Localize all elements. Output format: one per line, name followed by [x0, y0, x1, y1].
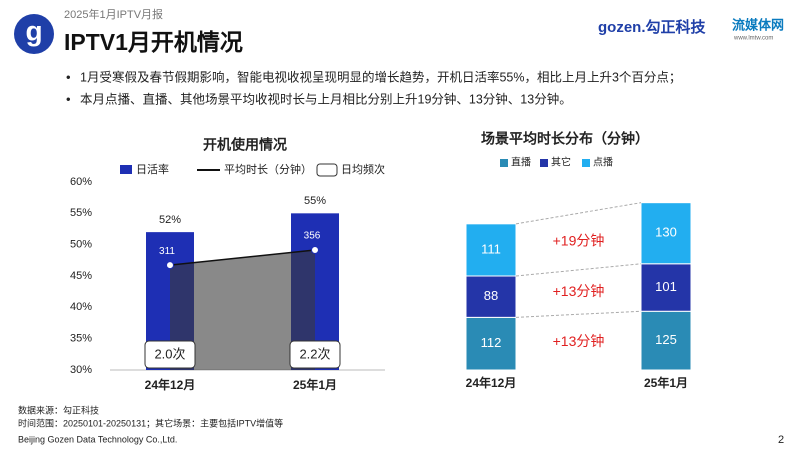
- frequency-box: [289, 340, 341, 369]
- y-tick-label: 45%: [70, 270, 92, 282]
- data-label: 2.0次: [154, 346, 185, 361]
- legend-label: 平均时长（分钟）: [224, 162, 312, 176]
- annotation: +13分钟: [553, 333, 605, 349]
- connector: [515, 310, 642, 318]
- x-tick-label: 24年12月: [145, 377, 196, 392]
- line-point: [166, 261, 174, 270]
- logo-main: gozen.勾正科技: [598, 18, 706, 36]
- y-tick-label: 30%: [70, 364, 92, 376]
- bullet-dot: •: [66, 91, 71, 106]
- legend-label: 直播: [511, 156, 531, 169]
- logo-icon: [14, 14, 54, 54]
- connector: [515, 263, 642, 277]
- annotation: +13分钟: [553, 283, 605, 299]
- y-tick-label: 50%: [70, 239, 92, 251]
- data-label: 55%: [304, 195, 326, 207]
- area: [170, 250, 315, 370]
- data-label: 130: [655, 225, 677, 240]
- data-label: 356: [304, 231, 321, 242]
- data-label: 112: [481, 335, 502, 350]
- logo-partner: 流媒体网: [732, 17, 784, 32]
- chart-title: 场景平均时长分布（分钟）: [481, 131, 649, 147]
- chart-title: 开机使用情况: [203, 137, 287, 153]
- bar-segment: [640, 202, 692, 265]
- report-name: 2025年1月IPTV月报: [64, 7, 163, 21]
- y-tick-label: 35%: [70, 333, 92, 345]
- legend-label: 其它: [551, 156, 571, 169]
- data-label: 2.2次: [299, 346, 330, 361]
- data-label: 88: [484, 288, 498, 303]
- legend-swatch: [316, 163, 338, 177]
- legend-swatch: [120, 165, 132, 174]
- y-tick-label: 60%: [70, 176, 92, 188]
- legend-label: 日活率: [136, 162, 169, 176]
- data-label: 111: [481, 241, 501, 256]
- y-tick-label: 40%: [70, 301, 92, 313]
- line-point: [311, 246, 319, 254]
- x-tick-label: 25年1月: [644, 375, 688, 390]
- bullet: 1月受寒假及春节假期影响，智能电视收视呈现明显的增长趋势，开机日活率55%，相比…: [80, 69, 681, 84]
- bar-segment: [640, 263, 692, 312]
- x-tick-label: 25年1月: [293, 377, 337, 392]
- data-label: 52%: [159, 214, 181, 226]
- bullet: 本月点播、直播、其他场景平均收视时长与上月相比分别上升19分钟、13分钟、13分…: [80, 91, 572, 106]
- legend-swatch: [582, 159, 590, 167]
- x-tick-label: 24年12月: [466, 375, 517, 390]
- connector: [515, 202, 642, 225]
- annotation: +19分钟: [553, 232, 605, 248]
- slide-title: IPTV1月开机情况: [64, 29, 243, 55]
- y-tick-label: 55%: [70, 207, 92, 219]
- footer-source: 数据来源：勾正科技: [18, 404, 99, 415]
- logo-partner-url: www.lmtw.com: [733, 36, 773, 42]
- bar-segment: [465, 223, 517, 277]
- line: [169, 249, 316, 266]
- bar-segment: [465, 316, 517, 371]
- legend-swatch: [540, 159, 548, 167]
- legend-label: 点播: [593, 156, 613, 169]
- data-label: 311: [159, 246, 175, 257]
- data-label: 101: [655, 279, 677, 294]
- logo-glyph: g: [25, 15, 42, 46]
- data-label: 125: [655, 332, 677, 347]
- legend-label: 日均频次: [341, 162, 385, 176]
- footer-range: 时间范围：20250101-20250131；其它场景：主要包括IPTV增值等: [18, 417, 283, 428]
- frequency-box: [144, 340, 196, 369]
- bullet-dot: •: [66, 69, 71, 84]
- page-number: 2: [778, 434, 784, 446]
- legend-swatch: [500, 159, 508, 167]
- footer-company: Beijing Gozen Data Technology Co.,Ltd.: [18, 434, 177, 444]
